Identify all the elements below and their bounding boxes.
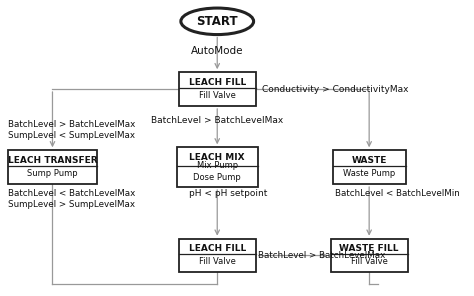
Text: LEACH FILL: LEACH FILL: [189, 78, 246, 87]
Text: BatchLevel < BatchLevelMin: BatchLevel < BatchLevelMin: [335, 189, 460, 198]
Bar: [333, 150, 406, 184]
Bar: [179, 239, 256, 273]
Bar: [8, 150, 98, 184]
Text: START: START: [196, 15, 238, 28]
Text: Waste Pump: Waste Pump: [343, 169, 395, 178]
Text: pH < pH setpoint: pH < pH setpoint: [190, 189, 268, 198]
Bar: [177, 147, 258, 187]
Text: BatchLevel > BatchLevelMax: BatchLevel > BatchLevelMax: [151, 116, 283, 125]
Text: LEACH TRANSFER: LEACH TRANSFER: [8, 156, 97, 165]
Text: WASTE FILL: WASTE FILL: [339, 244, 399, 253]
Text: BatchLevel > BatchLevelMax: BatchLevel > BatchLevelMax: [258, 251, 385, 260]
Text: Sump Pump: Sump Pump: [27, 169, 78, 178]
Text: BatchLevel < BatchLevelMax
SumpLevel > SumpLevelMax: BatchLevel < BatchLevelMax SumpLevel > S…: [9, 189, 136, 209]
Text: WASTE: WASTE: [351, 156, 387, 165]
Bar: [179, 72, 256, 106]
Text: Mix Pump
Dose Pump: Mix Pump Dose Pump: [193, 161, 241, 181]
Ellipse shape: [181, 8, 254, 35]
Text: Fill Valve: Fill Valve: [199, 91, 236, 100]
Text: LEACH FILL: LEACH FILL: [189, 244, 246, 253]
Text: BatchLevel > BatchLevelMax
SumpLevel < SumpLevelMax: BatchLevel > BatchLevelMax SumpLevel < S…: [9, 120, 136, 140]
Text: Fill Valve: Fill Valve: [199, 257, 236, 266]
Text: LEACH MIX: LEACH MIX: [190, 153, 245, 162]
Text: Conductivity > ConductivityMax: Conductivity > ConductivityMax: [262, 85, 409, 94]
Text: AutoMode: AutoMode: [191, 46, 244, 56]
Bar: [331, 239, 408, 273]
Text: Fill Valve: Fill Valve: [351, 257, 388, 266]
